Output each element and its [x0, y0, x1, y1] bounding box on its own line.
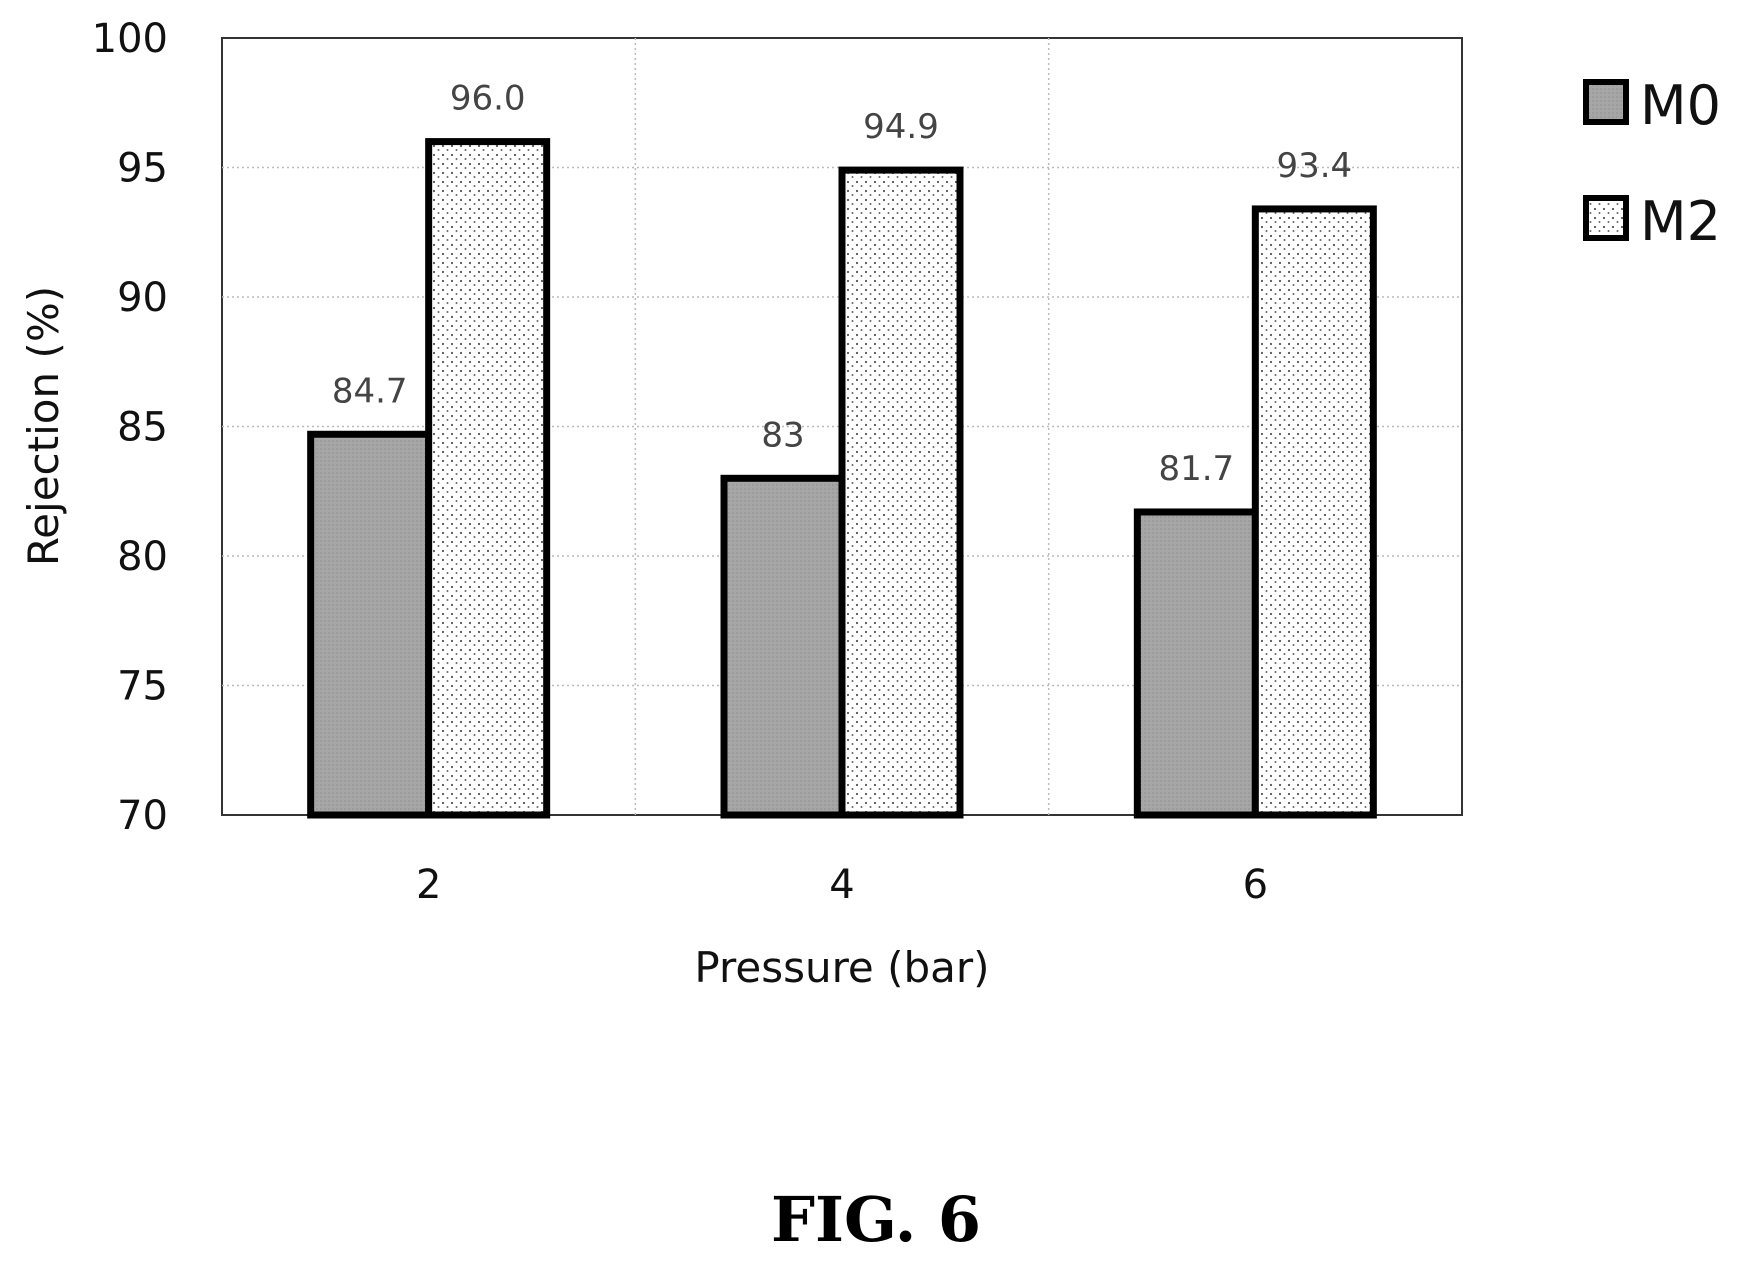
y-tick-label: 95 — [117, 146, 168, 192]
figure-caption: FIG. 6 — [770, 1183, 982, 1256]
legend-label-m0: M0 — [1640, 74, 1721, 137]
legend-item-m0: M0 — [1583, 74, 1721, 137]
y-tick-label: 70 — [117, 793, 168, 839]
legend: M0 M2 — [1583, 74, 1721, 253]
y-tick-label: 75 — [117, 664, 168, 710]
legend-swatch-m2 — [1583, 195, 1629, 241]
data-label-m2-4: 94.9 — [863, 107, 939, 147]
bar-m0-2 — [307, 430, 433, 819]
data-label-m0-4: 83 — [761, 415, 804, 455]
bar-m2-2 — [425, 138, 551, 819]
y-axis-ticks: 70 75 80 85 90 95 100 — [92, 16, 168, 839]
bars — [307, 138, 1377, 819]
bar-m0-6 — [1133, 508, 1259, 819]
y-tick-label: 80 — [117, 534, 168, 580]
legend-label-m2: M2 — [1640, 190, 1721, 253]
legend-swatch-m0 — [1583, 79, 1629, 125]
data-label-m0-2: 84.7 — [332, 371, 408, 411]
y-tick-label: 85 — [117, 405, 168, 451]
x-axis-ticks: 2 4 6 — [416, 862, 1268, 908]
x-tick-label: 4 — [829, 862, 854, 908]
data-label-m0-6: 81.7 — [1158, 449, 1234, 489]
y-tick-label: 90 — [117, 275, 168, 321]
x-tick-label: 2 — [416, 862, 441, 908]
legend-item-m2: M2 — [1583, 190, 1721, 253]
bar-m2-6 — [1251, 205, 1377, 819]
y-tick-label: 100 — [92, 16, 168, 62]
bar-m2-4 — [838, 166, 964, 819]
y-axis-title: Rejection (%) — [19, 286, 68, 566]
bar-m0-4 — [720, 474, 846, 819]
x-tick-label: 6 — [1243, 862, 1268, 908]
data-label-m2-6: 93.4 — [1276, 146, 1352, 186]
rejection-bar-chart: 84.7 96.0 83 94.9 81.7 93.4 70 75 80 85 90 95 100 2… — [19, 16, 1721, 992]
x-axis-title: Pressure (bar) — [694, 943, 989, 992]
data-labels: 84.7 96.0 83 94.9 81.7 93.4 — [332, 79, 1352, 489]
data-label-m2-2: 96.0 — [450, 79, 526, 119]
